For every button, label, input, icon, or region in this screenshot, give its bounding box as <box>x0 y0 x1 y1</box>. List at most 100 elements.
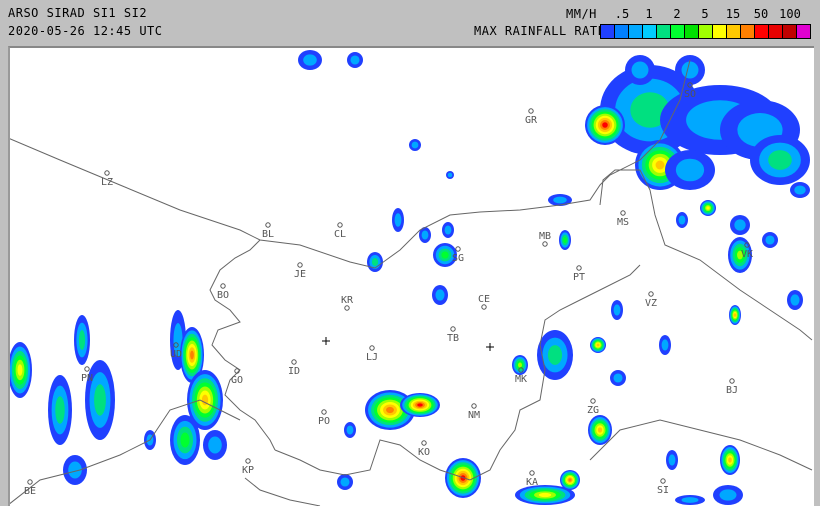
city-marker-icon <box>234 368 240 374</box>
rain-echo-level <box>790 294 800 306</box>
city-label: GR <box>525 115 538 126</box>
rain-cell <box>560 470 580 490</box>
rain-echo-level <box>421 230 429 240</box>
city-label: MB <box>539 231 551 242</box>
city-label: KR <box>341 295 354 306</box>
rain-cell <box>750 135 810 185</box>
radar-site-cross <box>486 343 494 351</box>
rain-echo-level <box>538 492 552 498</box>
rain-echo-level <box>613 304 621 316</box>
city-sg: SG <box>452 246 464 264</box>
radar-map[interactable]: LZ GR SO BL CL MS MB SG PT JE BO KR CE VZ TB UD PN GO ID LJ… <box>8 46 814 506</box>
city-marker-icon <box>173 342 179 348</box>
city-label: PN <box>81 373 93 384</box>
rain-cell <box>170 415 200 465</box>
city-label: KA <box>526 477 538 488</box>
rain-echo-level <box>180 432 190 448</box>
city-markers: LZ GR SO BL CL MS MB SG PT JE BO KR CE VZ TB UD PN GO ID LJ… <box>24 82 753 497</box>
city-label: GO <box>231 375 243 386</box>
rain-cell <box>559 230 571 250</box>
rain-echo-level <box>733 313 737 317</box>
radar-map-svg: LZ GR SO BL CL MS MB SG PT JE BO KR CE VZ TB UD PN GO ID LJ… <box>10 50 813 506</box>
border-line <box>10 399 241 505</box>
rain-echo-level <box>596 343 600 347</box>
rain-cell <box>433 243 457 267</box>
city-mk: MK <box>515 367 527 385</box>
rain-echo-level <box>675 158 705 182</box>
rain-echo-level <box>417 403 423 407</box>
city-marker-icon <box>104 170 110 176</box>
rain-echo-level <box>340 477 350 487</box>
rain-echo-level <box>678 215 686 225</box>
city-label: KP <box>242 465 254 476</box>
city-pt: PT <box>573 265 585 283</box>
city-bl: BL <box>262 222 274 240</box>
city-label: BL <box>262 229 274 240</box>
legend-swatch <box>685 25 699 38</box>
rain-echo-level <box>553 196 567 204</box>
legend-swatch <box>699 25 713 38</box>
rain-cell <box>337 474 353 490</box>
city-label: NM <box>468 410 480 421</box>
rain-echo-level <box>597 427 603 433</box>
radar-sites <box>322 337 494 351</box>
city-marker-icon <box>245 458 251 464</box>
rainfall-color-legend <box>600 24 811 39</box>
rain-cell <box>344 422 356 438</box>
legend-tick-label: 15 <box>725 7 741 21</box>
rain-echo-level <box>681 61 699 79</box>
city-zg: ZG <box>587 398 599 416</box>
rain-echo-level <box>173 323 183 357</box>
city-je: JE <box>294 262 306 280</box>
rain-echo-level <box>613 373 623 383</box>
rain-cell <box>367 252 383 272</box>
rain-echo-level <box>201 394 209 406</box>
city-tb: TB <box>447 326 459 344</box>
legend-swatch <box>643 25 657 38</box>
rain-echo-level <box>303 54 317 66</box>
city-marker-icon <box>321 409 327 415</box>
legend-swatch <box>615 25 629 38</box>
rain-echo-level <box>411 141 419 149</box>
border-line <box>10 59 691 269</box>
city-label: SG <box>452 253 464 264</box>
city-go: GO <box>231 368 243 386</box>
city-ko: KO <box>418 440 430 458</box>
rain-echo-level <box>190 350 194 360</box>
legend-tick-label: 50 <box>753 7 769 21</box>
border-line <box>244 477 321 506</box>
city-label: KO <box>418 447 430 458</box>
rain-cell <box>548 194 572 206</box>
legend-tick-label: 1 <box>645 7 653 21</box>
rain-cell <box>728 237 752 273</box>
rain-echo-level <box>681 497 699 503</box>
rain-cell <box>676 212 688 228</box>
rain-cell <box>665 150 715 190</box>
rain-cell <box>713 485 743 505</box>
city-marker-icon <box>450 326 456 332</box>
rain-echo-level <box>208 436 222 454</box>
rain-echo-level <box>547 345 563 365</box>
city-label: MS <box>617 217 629 228</box>
legend-swatch <box>769 25 783 38</box>
city-label: BO <box>217 290 229 301</box>
city-lz: LZ <box>101 170 113 188</box>
city-marker-icon <box>84 366 90 372</box>
city-marker-icon <box>660 478 666 484</box>
rain-cell <box>180 327 204 383</box>
rain-cell <box>432 285 448 305</box>
city-bj: BJ <box>726 378 738 396</box>
rain-cell <box>74 315 90 365</box>
rain-echo-level <box>706 206 710 210</box>
legend-swatch <box>713 25 727 38</box>
rain-echo-level <box>568 478 572 482</box>
city-nm: NM <box>468 403 480 421</box>
city-bo: BO <box>217 283 229 301</box>
rain-echo-level <box>661 339 669 351</box>
city-marker-icon <box>344 305 350 311</box>
rain-cell <box>700 200 716 216</box>
city-marker-icon <box>620 210 626 216</box>
city-label: UD <box>170 349 182 360</box>
rain-echo-level <box>765 235 775 245</box>
legend-swatch <box>755 25 769 38</box>
